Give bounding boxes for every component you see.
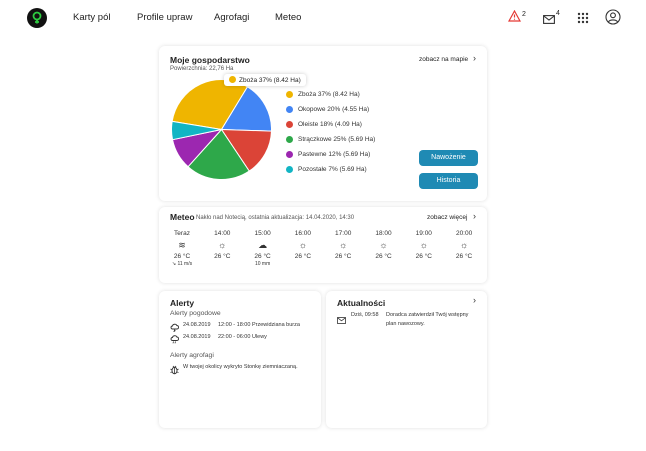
chevron-right-icon[interactable]: ›: [473, 295, 476, 305]
alert-text: 22:00 - 06:00 Ulewy: [218, 334, 267, 340]
hour-time: 18:00: [375, 230, 392, 237]
meteo-hour: 18:00 ☼ 26 °C: [369, 230, 399, 261]
rain-cloud-icon: [170, 331, 180, 349]
sun-icon: ☼: [298, 240, 308, 250]
meteo-hour: 20:00 ☼ 26 °C: [449, 230, 479, 261]
tooltip-text: Zboża 37% (8.42 Ha): [239, 77, 301, 84]
hour-time: 20:00: [455, 230, 473, 237]
legend-dot: [286, 166, 293, 173]
wind-speed: 11 m/s: [177, 261, 193, 267]
hour-time: 19:00: [415, 230, 432, 237]
mail-icon[interactable]: [543, 11, 555, 29]
agro-alert-text: W twojej okolicy wykryto Stonkę ziemniac…: [183, 364, 298, 370]
hour-time: 15:00: [254, 230, 271, 237]
pie-slice-strączkowe[interactable]: [187, 128, 250, 180]
hour-temp: 26 °C: [335, 253, 352, 260]
hour-time: 16:00: [294, 230, 312, 237]
legend-label[interactable]: Oleiste 18% (4.09 Ha): [298, 120, 362, 128]
farm-area: Powierzchnia: 22,76 Ha: [170, 66, 234, 72]
sun-icon: ☼: [218, 240, 227, 250]
farm-pie-chart: [171, 79, 272, 180]
chevron-right-icon[interactable]: ›: [473, 211, 476, 221]
hour-extra: 10 mm: [254, 261, 271, 267]
hour-temp: 26 °C: [254, 253, 271, 260]
pie-slice-okopowe[interactable]: [220, 86, 272, 132]
mail-icon: [337, 311, 346, 329]
meteo-title: Meteo: [170, 212, 195, 222]
meteo-hour: 17:00 ☼ 26 °C: [328, 230, 358, 261]
tooltip-dot: [229, 76, 236, 83]
hour-temp: 26 °C: [173, 253, 191, 260]
wind-direction-icon: ↘: [171, 261, 178, 267]
hour-time: Teraz: [174, 230, 190, 237]
nav-agrofagi[interactable]: Agrofagi: [214, 12, 250, 23]
pie-tooltip: Zboża 37% (8.42 Ha): [224, 74, 306, 86]
alert-date: 24.08.2019: [183, 322, 211, 328]
news-card: Aktualności › Dziś, 09:58 Doradca zatwie…: [326, 291, 487, 428]
agro-alerts-title: Alerty agrofagi: [170, 352, 214, 359]
news-title: Aktualności: [337, 298, 386, 308]
logo-icon[interactable]: [27, 8, 47, 28]
news-text: Doradca zatwierdził Twój wstępny: [386, 312, 469, 318]
meteo-hour: 16:00 ☼ 26 °C: [288, 230, 318, 261]
news-date: Dziś, 09:58: [351, 312, 379, 318]
legend-dot: [286, 136, 293, 143]
sun-icon: ☼: [339, 240, 348, 250]
hour-temp: 26 °C: [214, 253, 231, 260]
meteo-hour: Teraz ≋ 26 °C ↘ 11 m/s: [167, 230, 197, 267]
nav-profile-upraw[interactable]: Profile upraw: [137, 12, 193, 23]
farm-title: Moje gospodarstwo: [170, 55, 250, 65]
map-link[interactable]: zobacz na mapie: [419, 56, 469, 63]
legend-label[interactable]: Pozostałe 7% (5.69 Ha): [298, 165, 367, 173]
legend-dot: [286, 151, 293, 158]
hour-temp: 26 °C: [415, 253, 432, 260]
legend-dot: [286, 106, 293, 113]
wind-icon: ≋: [178, 240, 186, 250]
sun-icon: ☼: [419, 240, 428, 250]
legend-label[interactable]: Zboża 37% (8.42 Ha): [298, 90, 360, 98]
sun-icon: ☼: [379, 240, 388, 250]
meteo-hour: 19:00 ☼ 26 °C: [409, 230, 439, 261]
hour-temp: 26 °C: [294, 253, 312, 260]
alert-date: 24.08.2019: [183, 334, 211, 340]
farm-card: Moje gospodarstwo Powierzchnia: 22,76 Ha…: [159, 46, 487, 201]
weather-alerts-title: Alerty pogodowe: [170, 310, 221, 317]
alert-text: 12:00 - 18:00 Przewidziana burza: [218, 322, 300, 328]
rain-cloud-icon: ☁: [258, 240, 268, 250]
history-button[interactable]: Historia: [419, 173, 478, 189]
legend-dot: [286, 91, 293, 98]
hour-time: 17:00: [335, 230, 352, 237]
meteo-hour: 14:00 ☼ 26 °C: [207, 230, 237, 261]
pie-slice-oleiste[interactable]: [220, 128, 272, 172]
legend-label[interactable]: Okopowe 20% (4.55 Ha): [298, 105, 370, 113]
top-nav: Karty pól Profile upraw Agrofagi Meteo 2…: [0, 0, 646, 36]
hour-extra: ↘ 11 m/s: [167, 261, 197, 267]
meteo-hour: 15:00 ☁ 26 °C 10 mm: [248, 230, 278, 267]
sun-icon: ☼: [459, 240, 469, 250]
meteo-card: Meteo Nakło nad Notecią, ostatnia aktual…: [159, 207, 487, 283]
alerts-title: Alerty: [170, 298, 195, 308]
pie-slice-pozostałe[interactable]: [171, 120, 222, 141]
legend-label[interactable]: Strączkowe 25% (5.69 Ha): [298, 135, 376, 143]
nav-meteo[interactable]: Meteo: [275, 12, 302, 23]
hour-temp: 26 °C: [375, 253, 392, 260]
news-text: plan nawozowy.: [386, 321, 425, 327]
user-icon[interactable]: [605, 9, 621, 30]
messages-count: 4: [556, 10, 560, 17]
storm-cloud-icon: [170, 319, 180, 337]
warning-icon[interactable]: [507, 9, 522, 27]
meteo-more-link[interactable]: zobacz więcej: [427, 214, 468, 221]
chevron-right-icon[interactable]: ›: [473, 53, 476, 63]
legend-dot: [286, 121, 293, 128]
apps-grid-icon[interactable]: [577, 11, 589, 29]
hour-temp: 26 °C: [455, 253, 473, 260]
alerts-count: 2: [522, 11, 526, 18]
fertilize-button[interactable]: Nawożenie: [419, 150, 478, 166]
nav-karty-pol[interactable]: Karty pól: [73, 12, 111, 23]
meteo-subtitle: Nakło nad Notecią, ostatnia aktualizacja…: [196, 215, 355, 221]
bug-icon: [170, 362, 179, 380]
alerts-card: Alerty Alerty pogodowe 24.08.2019 12:00 …: [159, 291, 321, 428]
hour-time: 14:00: [214, 230, 231, 237]
legend-label[interactable]: Pastewne 12% (5.69 Ha): [298, 150, 371, 158]
